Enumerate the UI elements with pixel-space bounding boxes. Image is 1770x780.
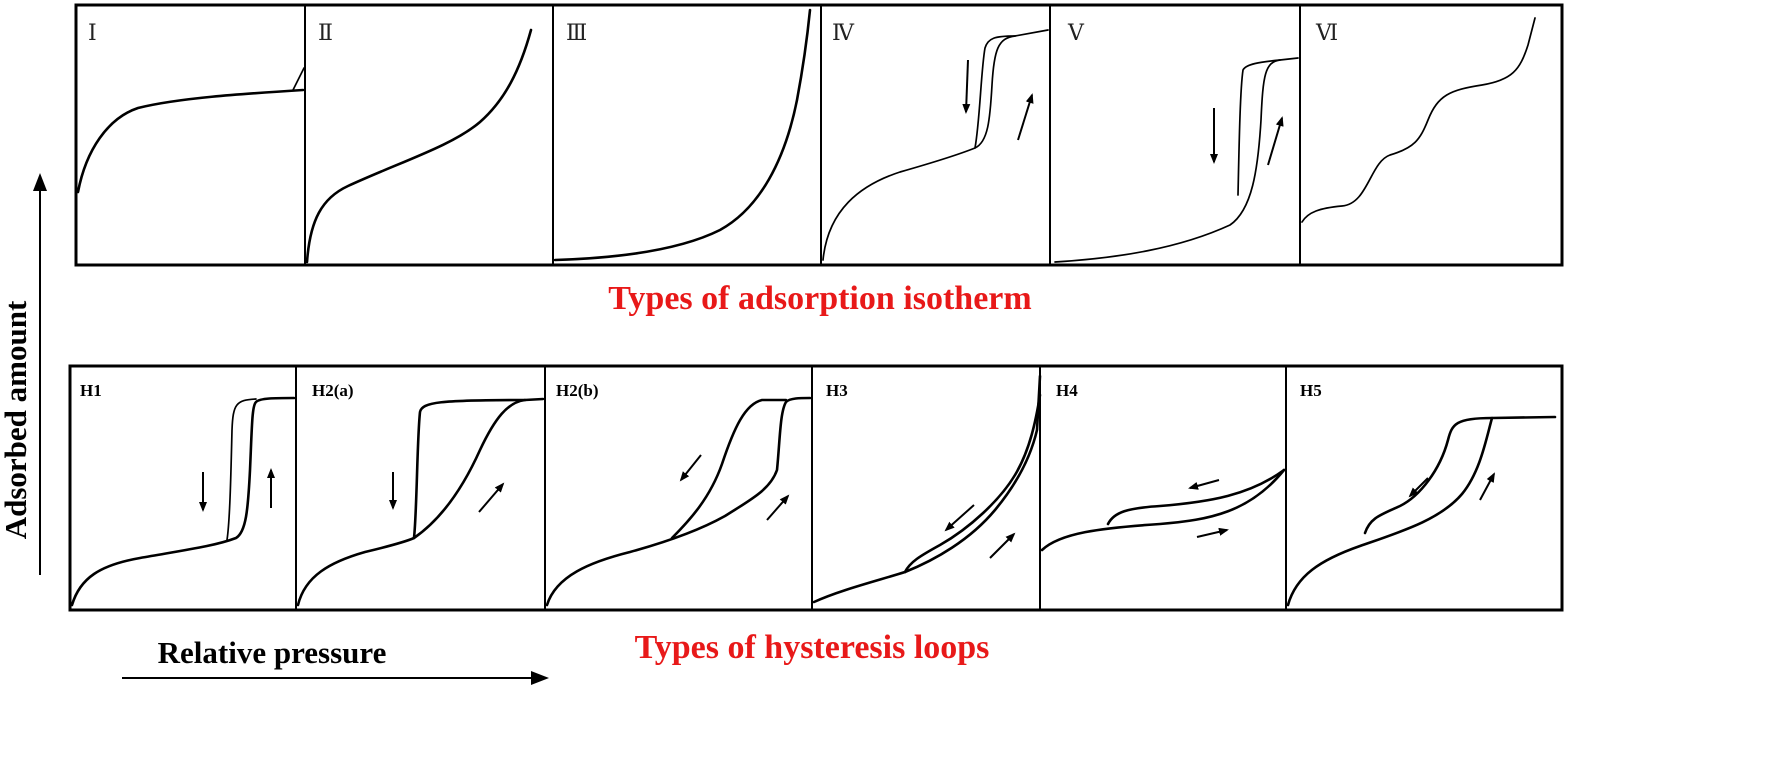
panel-label-H5: H5 — [1300, 381, 1322, 400]
panel-label-H2a: H2(a) — [312, 381, 354, 400]
hysteresis-curve-H2a-loop — [412, 398, 527, 540]
hysteresis-panel-H3: H3 — [812, 374, 1042, 604]
hysteresis-curve-H3-loop — [903, 393, 1042, 574]
panel-label-IV: Ⅳ — [832, 21, 855, 46]
panel-label-III: Ⅲ — [566, 21, 587, 46]
hysteresis-curve-H2a — [296, 397, 545, 607]
x-axis-label: Relative pressure — [158, 635, 387, 670]
isotherm-curve-IV-loop — [974, 35, 1016, 149]
panel-label-V: Ⅴ — [1067, 21, 1085, 46]
isotherm-IV-arrow-down — [962, 59, 971, 114]
isotherm-panel-II: Ⅱ — [305, 21, 533, 264]
isotherm-curve-III — [553, 8, 812, 262]
hysteresis-H3-arrow-down — [944, 504, 975, 532]
isotherm-panel-V: Ⅴ — [1054, 21, 1299, 263]
hysteresis-panel-H5: H5 — [1286, 381, 1557, 607]
y-axis-label: Adsorbed amount — [0, 300, 33, 539]
hysteresis-H5-arrow-up — [1479, 472, 1495, 501]
hysteresis-panel-H2a: H2(a) — [296, 381, 545, 607]
x-axis-annotation: Relative pressure — [122, 635, 549, 685]
isotherm-caption: Types of adsorption isotherm — [608, 280, 1031, 317]
isotherm-curve-V — [1054, 57, 1299, 263]
hysteresis-curve-H4-loop — [1106, 468, 1286, 526]
isotherm-curve-VI — [1301, 17, 1536, 223]
hysteresis-curve-H2b — [545, 396, 812, 607]
isotherm-panel-I: Ⅰ — [76, 21, 305, 194]
isotherm-row-frame — [74, 3, 1564, 267]
hysteresis-H3-arrow-up — [989, 532, 1016, 559]
isotherm-row: Ⅰ Ⅱ Ⅲ Ⅳ Ⅴ — [74, 3, 1564, 267]
hysteresis-row: H1 H2(a) H2(b) H3 — [68, 364, 1564, 612]
hysteresis-H2b-arrow-down — [679, 454, 702, 482]
panel-label-H2b: H2(b) — [556, 381, 599, 400]
isotherm-curve-I — [76, 88, 305, 194]
hysteresis-panel-H4: H4 — [1040, 381, 1286, 552]
hysteresis-H2a-arrow-up — [478, 482, 505, 513]
panel-label-II: Ⅱ — [318, 21, 333, 46]
panel-label-H3: H3 — [826, 381, 848, 400]
hysteresis-panel-H1: H1 — [70, 381, 296, 607]
hysteresis-curve-H3 — [812, 374, 1042, 604]
hysteresis-H5-arrow-down — [1408, 477, 1429, 498]
hysteresis-panel-H2b: H2(b) — [545, 381, 812, 607]
panel-label-H1: H1 — [80, 381, 102, 400]
isotherm-curve-II — [305, 28, 533, 264]
hysteresis-H4-arrow-left — [1188, 479, 1220, 490]
hysteresis-row-frame — [68, 364, 1564, 612]
isotherm-panel-VI: Ⅵ — [1301, 17, 1536, 223]
hysteresis-H2b-arrow-up — [766, 494, 790, 521]
hysteresis-curve-H1-loop — [226, 398, 257, 541]
panel-label-VI: Ⅵ — [1315, 21, 1338, 46]
isotherm-curve-IV — [822, 29, 1049, 261]
hysteresis-curve-H2b-loop — [670, 398, 788, 540]
isotherm-curve-I-tail — [292, 67, 305, 91]
isotherm-panel-IV: Ⅳ — [822, 21, 1049, 261]
isotherm-curve-V-loop — [1237, 59, 1281, 196]
hysteresis-curve-H4 — [1040, 468, 1286, 552]
isotherm-V-arrow-up — [1267, 116, 1284, 166]
panel-label-I: Ⅰ — [88, 21, 97, 46]
hysteresis-curve-H1 — [70, 396, 296, 607]
panel-label-H4: H4 — [1056, 381, 1078, 400]
hysteresis-curve-H5-loop — [1363, 416, 1494, 535]
isotherm-IV-arrow-up — [1017, 93, 1034, 141]
y-axis-annotation: Adsorbed amount — [0, 173, 47, 575]
hysteresis-curve-H5 — [1286, 415, 1557, 607]
hysteresis-H4-arrow-right — [1196, 527, 1229, 538]
hysteresis-caption: Types of hysteresis loops — [635, 629, 990, 666]
isotherm-panel-III: Ⅲ — [553, 8, 812, 262]
